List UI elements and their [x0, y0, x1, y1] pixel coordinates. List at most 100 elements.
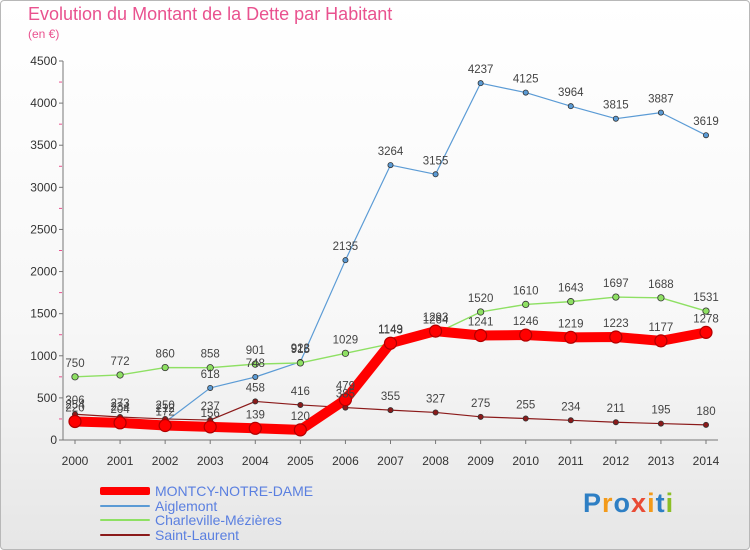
data-label-aiglemont: 3964 [558, 87, 584, 99]
legend-swatch [100, 519, 150, 522]
data-label-montcy: 1241 [468, 316, 494, 328]
data-label-charleville: 915 [291, 344, 310, 356]
data-label-charleville: 1029 [333, 334, 359, 346]
legend-swatch [100, 504, 150, 507]
data-label-aiglemont: 4125 [513, 74, 539, 86]
data-point-aiglemont [432, 171, 439, 178]
data-point-saint-laurent [387, 407, 394, 414]
data-point-saint-laurent [477, 413, 484, 420]
data-point-charleville [657, 294, 665, 302]
data-label-montcy: 1293 [423, 312, 449, 324]
data-point-saint-laurent [252, 398, 259, 405]
data-point-charleville [71, 373, 79, 381]
data-point-montcy [248, 421, 262, 435]
logo-letter: o [613, 488, 632, 518]
data-label-charleville: 1143 [378, 325, 403, 337]
data-point-saint-laurent [567, 417, 574, 424]
data-point-montcy [113, 416, 127, 430]
data-label-aiglemont: 928 [291, 343, 310, 355]
data-label-aiglemont: 3887 [648, 94, 674, 106]
x-tick-label: 2005 [287, 454, 314, 468]
data-label-saint-laurent: 255 [516, 400, 535, 412]
y-tick-label: 500 [37, 391, 57, 405]
chart-subtitle: (en €) [28, 27, 60, 41]
data-point-montcy [564, 330, 578, 344]
data-point-montcy [428, 324, 443, 338]
data-point-aiglemont [342, 257, 349, 264]
x-tick-label: 2001 [107, 454, 134, 468]
data-label-charleville: 772 [110, 356, 129, 368]
data-label-aiglemont: 212 [156, 403, 175, 415]
logo-letter: P [583, 488, 603, 518]
data-label-saint-laurent: 180 [696, 406, 715, 418]
y-tick-label: 3500 [30, 138, 57, 152]
data-point-montcy [203, 420, 217, 434]
x-tick-label: 2013 [648, 454, 675, 468]
data-label-aiglemont: 2135 [333, 241, 359, 253]
x-tick-label: 2009 [467, 454, 494, 468]
data-point-charleville [567, 298, 575, 306]
data-point-montcy [338, 393, 353, 407]
data-label-saint-laurent: 237 [201, 401, 220, 413]
data-point-montcy [383, 336, 398, 350]
data-point-aiglemont [207, 384, 214, 391]
y-tick-label: 1000 [30, 349, 57, 363]
data-label-montcy: 204 [110, 404, 130, 416]
logo-letter: i [647, 488, 656, 518]
data-label-aiglemont: 3815 [603, 100, 629, 112]
data-point-charleville [341, 349, 350, 357]
data-label-aiglemont: 618 [201, 369, 220, 381]
x-tick-label: 2007 [377, 454, 404, 468]
data-label-saint-laurent: 273 [110, 398, 129, 410]
series-line-aiglemont [74, 82, 707, 423]
data-label-saint-laurent: 250 [156, 400, 175, 412]
data-label-aiglemont: 254 [65, 400, 85, 412]
data-label-charleville: 1520 [468, 293, 494, 305]
data-label-saint-laurent: 195 [651, 405, 670, 417]
data-point-saint-laurent [432, 409, 439, 416]
legend-label: MONTCY-NOTRE-DAME [155, 483, 314, 499]
data-point-montcy [68, 414, 82, 429]
data-point-montcy [699, 325, 713, 339]
logo-letter: r [602, 488, 614, 518]
data-label-charleville: 1610 [513, 285, 539, 297]
x-tick-label: 2012 [603, 454, 630, 468]
data-label-montcy: 120 [291, 411, 310, 423]
proxiti-logo: Proxiti [583, 488, 674, 519]
data-point-saint-laurent [297, 401, 304, 408]
data-label-charleville: 858 [201, 349, 220, 361]
data-label-saint-laurent: 416 [291, 386, 310, 398]
data-point-aiglemont [657, 109, 664, 116]
data-label-saint-laurent: 458 [246, 382, 265, 394]
y-tick-label: 1500 [30, 307, 57, 321]
data-label-montcy: 156 [201, 408, 220, 420]
data-point-charleville [296, 359, 304, 367]
data-point-aiglemont [522, 89, 529, 96]
data-label-montcy: 1246 [513, 316, 539, 328]
data-label-charleville: 1531 [693, 292, 719, 304]
data-point-saint-laurent [657, 420, 664, 427]
x-tick-label: 2011 [558, 454, 584, 468]
data-point-aiglemont [567, 103, 574, 110]
data-point-montcy [158, 418, 172, 433]
data-point-charleville [702, 307, 710, 315]
data-label-charleville: 1264 [423, 315, 449, 327]
data-point-charleville [251, 360, 259, 368]
data-point-saint-laurent [703, 421, 710, 428]
legend-swatch [100, 533, 150, 536]
logo-letter: t [655, 488, 666, 518]
data-point-montcy [654, 334, 668, 348]
x-tick-label: 2014 [693, 454, 720, 468]
data-point-aiglemont [387, 162, 394, 169]
data-point-aiglemont [252, 374, 259, 381]
y-tick-label: 0 [50, 433, 57, 447]
data-label-montcy: 172 [156, 407, 175, 419]
legend-label: Charleville-Mézières [155, 512, 282, 528]
data-point-aiglemont [612, 115, 619, 122]
y-tick-label: 4500 [30, 54, 57, 68]
legend-label: Aiglemont [155, 497, 218, 514]
y-tick-label: 2500 [30, 222, 57, 236]
data-label-charleville: 1643 [558, 283, 584, 295]
data-label-montcy: 220 [65, 402, 84, 414]
